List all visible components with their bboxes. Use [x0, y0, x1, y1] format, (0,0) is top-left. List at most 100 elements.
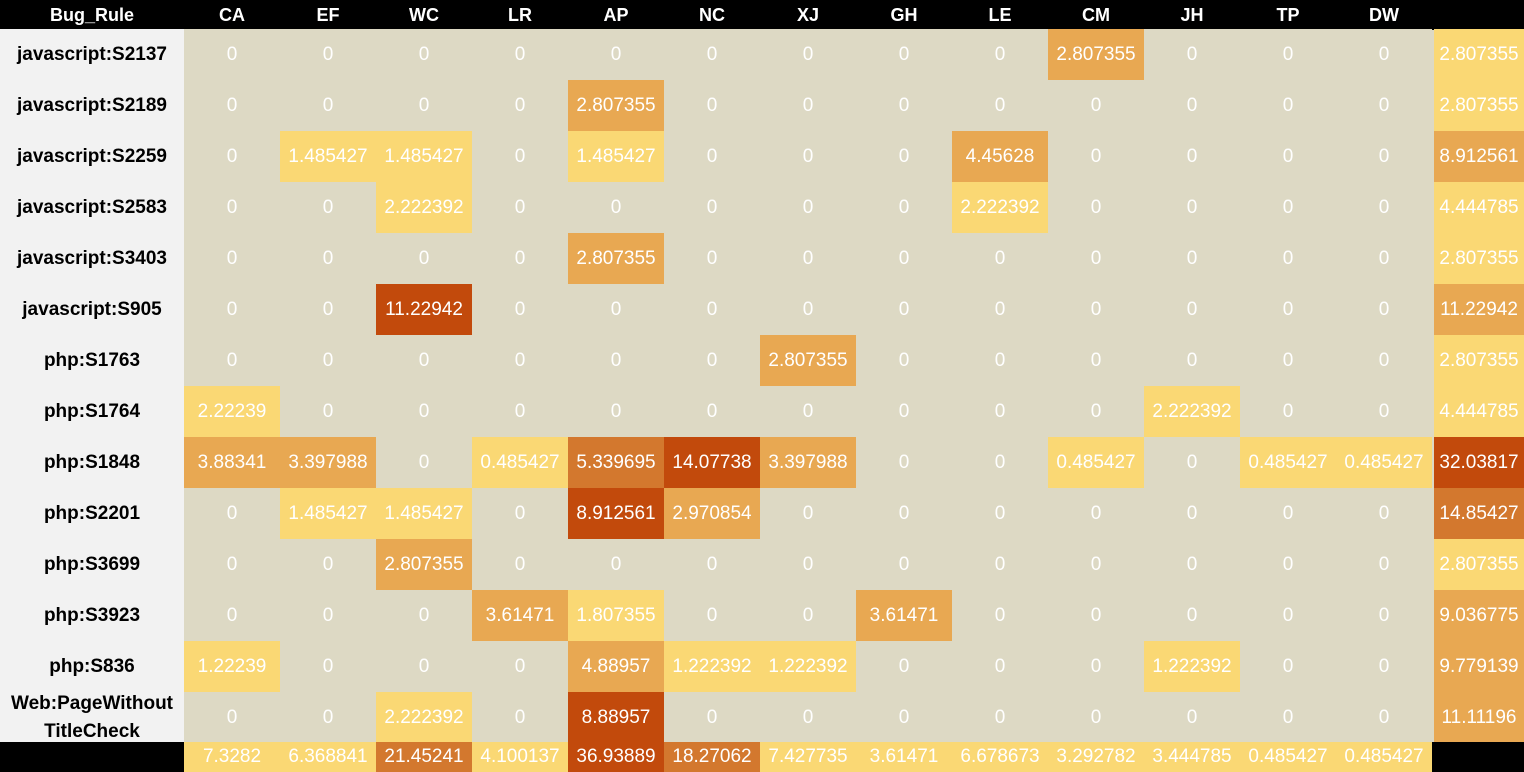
heatmap-cell: 2.807355 [1048, 29, 1144, 80]
heatmap-cell: 0 [472, 131, 568, 182]
heatmap-cell: 0 [760, 29, 856, 80]
heatmap-cell: 0 [1336, 539, 1432, 590]
heatmap-cell: 1.485427 [568, 131, 664, 182]
heatmap-cell: 0 [1144, 590, 1240, 641]
heatmap-cell: 2.970854 [664, 488, 760, 539]
heatmap-cell: 0 [1336, 488, 1432, 539]
heatmap-cell: 2.222392 [376, 182, 472, 233]
heatmap-cell: 0 [760, 488, 856, 539]
heatmap-cell: 0 [1144, 233, 1240, 284]
heatmap-cell: 0 [1240, 692, 1336, 743]
heatmap-cell: 0 [856, 131, 952, 182]
heatmap-cell: 2.222392 [376, 692, 472, 743]
heatmap-cell: 5.339695 [568, 437, 664, 488]
heatmap-cell: 0 [280, 539, 376, 590]
heatmap-cell: 0 [376, 335, 472, 386]
heatmap-cell: 0 [472, 488, 568, 539]
heatmap-cell: 0 [1240, 335, 1336, 386]
heatmap-cell: 0 [952, 80, 1048, 131]
heatmap-cell: 0.485427 [1240, 437, 1336, 488]
heatmap-cell: 0 [184, 488, 280, 539]
heatmap-cell: 0 [472, 641, 568, 692]
heatmap-cell: 0 [376, 437, 472, 488]
row-total-cell: 2.807355 [1434, 335, 1524, 386]
row-label: php:S2201 [0, 488, 184, 539]
heatmap-cell: 0 [760, 539, 856, 590]
heatmap-cell: 2.807355 [568, 233, 664, 284]
heatmap-cell: 0 [184, 539, 280, 590]
row-label: php:S1848 [0, 437, 184, 488]
heatmap-cell: 3.61471 [856, 590, 952, 641]
heatmap-cell: 0 [280, 335, 376, 386]
heatmap-cell: 0 [1048, 284, 1144, 335]
heatmap-cell: 0 [184, 335, 280, 386]
heatmap-cell: 4.45628 [952, 131, 1048, 182]
heatmap-cell: 0 [1336, 80, 1432, 131]
heatmap-cell: 0 [1336, 29, 1432, 80]
heatmap-cell: 0 [664, 335, 760, 386]
heatmap-cell: 3.397988 [280, 437, 376, 488]
corner-label: Bug_Rule [0, 0, 184, 30]
column-header: LE [952, 0, 1048, 30]
heatmap-cell: 0 [760, 131, 856, 182]
heatmap-cell: 0 [664, 590, 760, 641]
heatmap-cell: 0 [1144, 488, 1240, 539]
heatmap-cell: 0 [568, 29, 664, 80]
row-label: php:S836 [0, 641, 184, 692]
heatmap-cell: 0 [952, 641, 1048, 692]
row-total-cell: 4.444785 [1434, 182, 1524, 233]
column-total-cell: 4.100137 [472, 742, 568, 772]
heatmap-cell: 0 [1048, 539, 1144, 590]
heatmap-cell: 0 [1240, 29, 1336, 80]
row-label: php:S1764 [0, 386, 184, 437]
heatmap-cell: 0 [568, 284, 664, 335]
row-label: javascript:S2583 [0, 182, 184, 233]
heatmap-cell: 0 [376, 386, 472, 437]
row-label: php:S3923 [0, 590, 184, 641]
column-header: EF [280, 0, 376, 30]
heatmap-cell: 2.222392 [952, 182, 1048, 233]
heatmap-cell: 0 [664, 80, 760, 131]
heatmap-cell: 0 [664, 182, 760, 233]
column-header: DW [1336, 0, 1432, 30]
heatmap-cell: 0 [280, 182, 376, 233]
heatmap-cell: 0 [1240, 539, 1336, 590]
column-header: NC [664, 0, 760, 30]
heatmap-cell: 0 [1144, 284, 1240, 335]
heatmap-cell: 0 [568, 182, 664, 233]
column-header: TP [1240, 0, 1336, 30]
heatmap-cell: 4.88957 [568, 641, 664, 692]
column-total-cell: 6.368841 [280, 742, 376, 772]
heatmap-cell: 0 [664, 692, 760, 743]
heatmap-cell: 0 [1336, 131, 1432, 182]
heatmap-cell: 0 [1336, 386, 1432, 437]
heatmap-cell: 0 [664, 539, 760, 590]
heatmap-cell: 8.912561 [568, 488, 664, 539]
heatmap-cell: 0 [856, 335, 952, 386]
heatmap-cell: 0 [952, 488, 1048, 539]
row-total-cell: 9.779139 [1434, 641, 1524, 692]
row-total-cell: 2.807355 [1434, 233, 1524, 284]
heatmap-cell: 0 [184, 131, 280, 182]
heatmap-cell: 0 [856, 80, 952, 131]
row-total-cell: 9.036775 [1434, 590, 1524, 641]
heatmap-cell: 0 [856, 488, 952, 539]
heatmap-cell: 0 [1240, 641, 1336, 692]
heatmap-cell: 0 [760, 284, 856, 335]
heatmap-cell: 0 [1048, 335, 1144, 386]
heatmap-cell: 0 [1144, 29, 1240, 80]
heatmap-cell: 0 [1336, 233, 1432, 284]
heatmap-cell: 0 [472, 539, 568, 590]
heatmap-cell: 0 [376, 233, 472, 284]
row-total-cell: 8.912561 [1434, 131, 1524, 182]
column-total-cell: 36.93889 [568, 742, 664, 772]
column-header: GH [856, 0, 952, 30]
column-header: WC [376, 0, 472, 30]
heatmap-cell: 0 [568, 539, 664, 590]
heatmap-cell: 0 [1048, 80, 1144, 131]
heatmap-cell: 0 [376, 80, 472, 131]
column-header: JH [1144, 0, 1240, 30]
heatmap-cell: 0 [856, 233, 952, 284]
heatmap-cell: 0 [280, 386, 376, 437]
heatmap-cell: 0 [760, 182, 856, 233]
